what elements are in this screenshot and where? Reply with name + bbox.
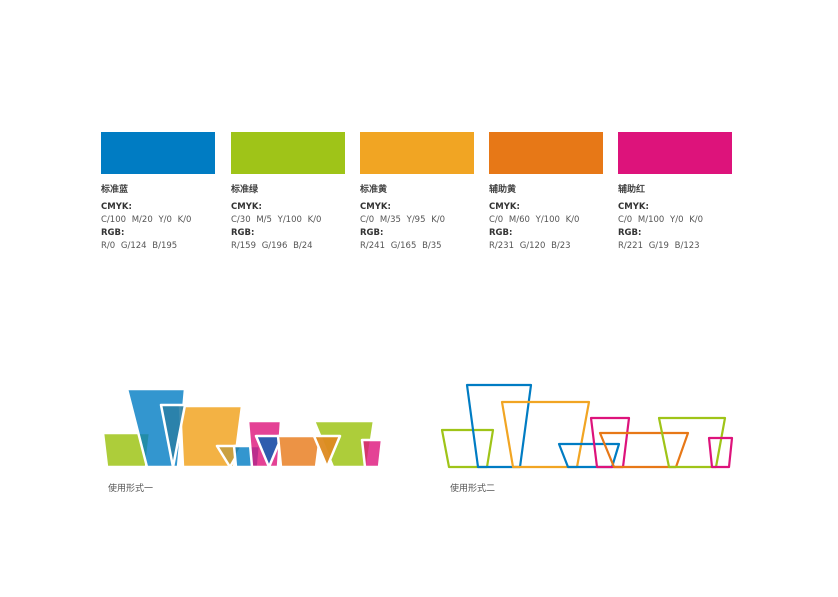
- trapezoid-shape: [312, 434, 342, 469]
- usage-caption-one: 使用形式一: [108, 484, 154, 494]
- usage-form-one-graphic: [101, 387, 384, 469]
- trapezoid-shape: [465, 383, 533, 469]
- cmyk-label: CMYK:: [231, 202, 262, 212]
- usage-caption-two: 使用形式二: [450, 484, 496, 494]
- trapezoid-shape: [707, 436, 734, 469]
- rgb-value: R/231 G/120 B/23: [489, 241, 571, 251]
- usage-form-two-graphic: [440, 383, 734, 469]
- cmyk-value: C/0 M/100 Y/0 K/0: [618, 215, 704, 225]
- color-swatch: 辅助红 CMYK: C/0 M/100 Y/0 K/0 RGB: R/221 G…: [618, 132, 732, 253]
- cmyk-label: CMYK:: [489, 202, 520, 212]
- trapezoid-shape: [360, 438, 384, 469]
- cmyk-label: CMYK:: [101, 202, 132, 212]
- swatch-color-box: [360, 132, 474, 174]
- cmyk-value: C/100 M/20 Y/0 K/0: [101, 215, 192, 225]
- rgb-value: R/0 G/124 B/195: [101, 241, 178, 251]
- cmyk-value: C/0 M/60 Y/100 K/0: [489, 215, 580, 225]
- rgb-label: RGB:: [489, 228, 513, 238]
- rgb-label: RGB:: [231, 228, 255, 238]
- trapezoid-shape: [657, 416, 727, 469]
- swatch-name: 辅助红: [618, 185, 646, 195]
- rgb-value: R/241 G/165 B/35: [360, 241, 442, 251]
- swatch-name: 标准蓝: [101, 185, 129, 195]
- color-swatch: 辅助黄 CMYK: C/0 M/60 Y/100 K/0 RGB: R/231 …: [489, 132, 603, 253]
- cmyk-value: C/0 M/35 Y/95 K/0: [360, 215, 446, 225]
- trapezoid-shape: [254, 434, 284, 469]
- rgb-label: RGB:: [618, 228, 642, 238]
- swatch-color-box: [101, 132, 215, 174]
- rgb-label: RGB:: [360, 228, 384, 238]
- trapezoid-shape: [159, 403, 187, 469]
- swatch-name: 标准黄: [360, 185, 388, 195]
- cmyk-value: C/30 M/5 Y/100 K/0: [231, 215, 322, 225]
- swatch-color-box: [489, 132, 603, 174]
- trapezoid-shape: [440, 428, 495, 469]
- rgb-value: R/159 G/196 B/24: [231, 241, 313, 251]
- color-swatch: 标准黄 CMYK: C/0 M/35 Y/95 K/0 RGB: R/241 G…: [360, 132, 474, 253]
- color-swatch: 标准蓝 CMYK: C/100 M/20 Y/0 K/0 RGB: R/0 G/…: [101, 132, 215, 253]
- color-swatch: 标准绿 CMYK: C/30 M/5 Y/100 K/0 RGB: R/159 …: [231, 132, 345, 253]
- cmyk-label: CMYK:: [618, 202, 649, 212]
- cmyk-label: CMYK:: [360, 202, 391, 212]
- trapezoid-shape: [500, 400, 591, 469]
- rgb-value: R/221 G/19 B/123: [618, 241, 700, 251]
- swatch-color-box: [231, 132, 345, 174]
- trapezoid-shape: [276, 434, 322, 469]
- swatch-name: 标准绿: [231, 185, 259, 195]
- swatch-color-box: [618, 132, 732, 174]
- swatch-name: 辅助黄: [489, 185, 517, 195]
- rgb-label: RGB:: [101, 228, 125, 238]
